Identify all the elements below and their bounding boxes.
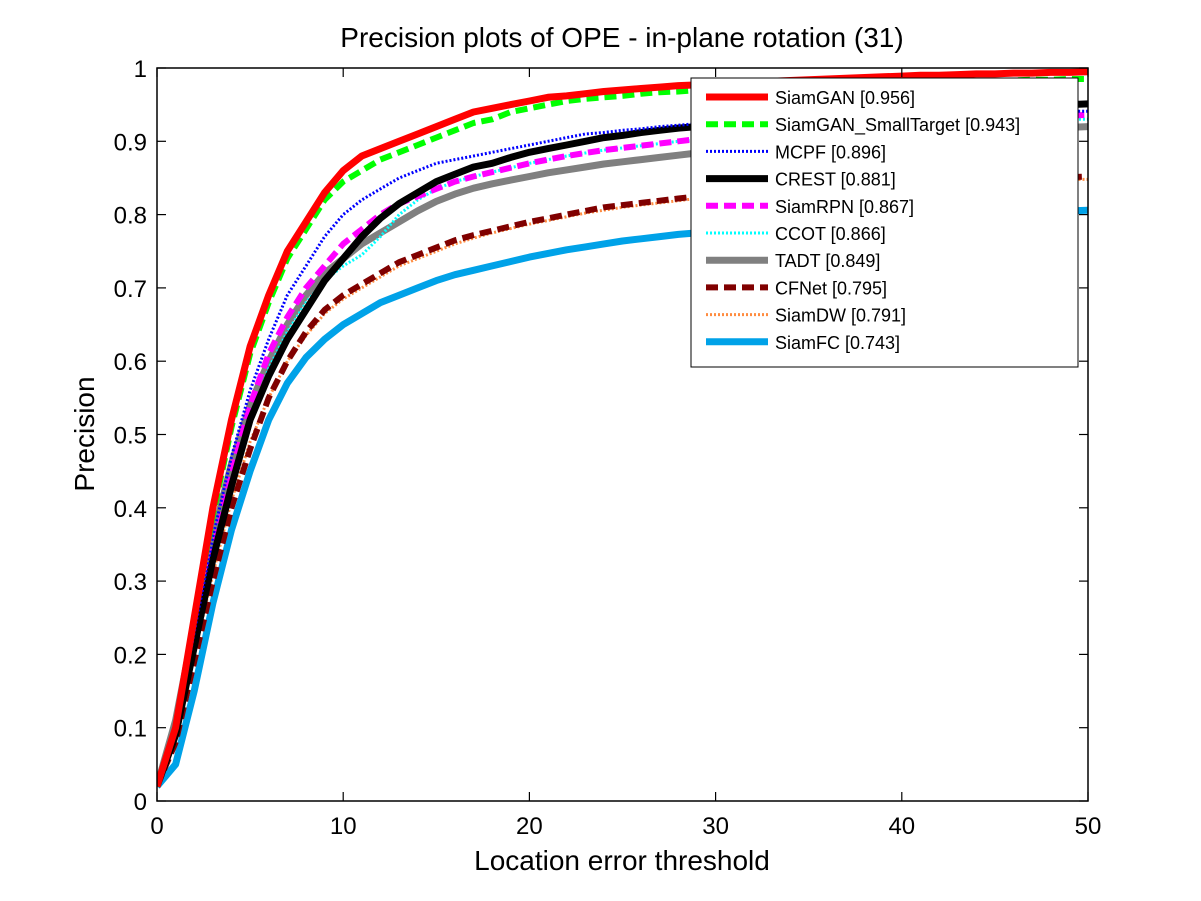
x-tick-label: 30 xyxy=(702,813,729,840)
y-tick-label: 0.2 xyxy=(114,642,147,669)
legend-label: SiamFC [0.743] xyxy=(775,333,900,353)
legend-label: CREST [0.881] xyxy=(775,170,896,190)
x-axis: 0 10 20 30 40 50 xyxy=(150,68,1101,840)
x-tick-label: 10 xyxy=(330,813,357,840)
y-tick-label: 0.1 xyxy=(114,716,147,743)
y-tick-label: 0.4 xyxy=(114,496,147,523)
legend-label: SiamGAN_SmallTarget [0.943] xyxy=(775,115,1020,136)
x-tick-label: 40 xyxy=(888,813,915,840)
y-axis: 0 0.1 0.2 0.3 0.4 0.5 0.6 0.7 0.8 0.9 1 xyxy=(114,56,1088,816)
x-tick-label: 20 xyxy=(516,813,543,840)
legend-label: CCOT [0.866] xyxy=(775,224,886,244)
y-tick-label: 0.5 xyxy=(114,423,147,450)
legend-label: TADT [0.849] xyxy=(775,251,880,271)
legend-label: SiamDW [0.791] xyxy=(775,306,906,326)
x-tick-label: 50 xyxy=(1075,813,1102,840)
legend-label: MCPF [0.896] xyxy=(775,142,886,162)
chart-title: Precision plots of OPE - in-plane rotati… xyxy=(340,22,903,53)
y-tick-label: 0.7 xyxy=(114,276,147,303)
legend-label: SiamGAN [0.956] xyxy=(775,88,915,108)
y-tick-label: 1 xyxy=(134,56,147,83)
series-line xyxy=(157,68,1088,788)
y-tick-label: 0 xyxy=(134,789,147,816)
y-tick-label: 0.8 xyxy=(114,203,147,230)
x-axis-label: Location error threshold xyxy=(474,845,770,876)
x-tick-label: 0 xyxy=(150,813,163,840)
y-tick-label: 0.6 xyxy=(114,349,147,376)
y-axis-label: Precision xyxy=(69,376,100,491)
y-tick-label: 0.9 xyxy=(114,129,147,156)
y-tick-label: 0.3 xyxy=(114,569,147,596)
legend-label: SiamRPN [0.867] xyxy=(775,197,914,217)
legend-label: CFNet [0.795] xyxy=(775,278,887,298)
legend-box xyxy=(690,77,1079,368)
legend: SiamGAN [0.956] SiamGAN_SmallTarget [0.94… xyxy=(690,77,1079,368)
